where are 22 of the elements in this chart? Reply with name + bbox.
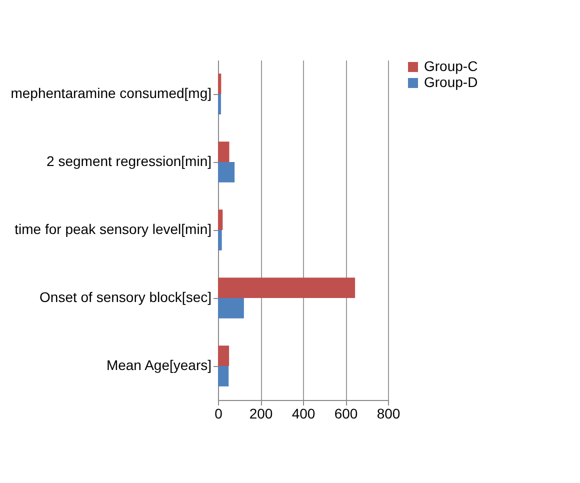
- y-tick-label: 2 segment regression[min]: [46, 153, 212, 169]
- legend-label: Group-D: [424, 74, 478, 90]
- bar: [218, 230, 222, 250]
- bar: [218, 74, 222, 94]
- y-tick-label: mephentaramine consumed[mg]: [10, 85, 212, 101]
- y-tick-label: Mean Age[years]: [106, 357, 212, 373]
- bar: [218, 210, 223, 230]
- bar: [218, 278, 356, 298]
- bar: [218, 162, 235, 182]
- x-tick-label: 400: [292, 406, 316, 422]
- y-tick-label: time for peak sensory level[min]: [14, 221, 212, 237]
- y-tick-label: Onset of sensory block[sec]: [40, 289, 212, 305]
- x-tick-label: 0: [214, 406, 223, 422]
- legend-label: Group-C: [424, 58, 478, 74]
- x-tick-label: 800: [376, 406, 400, 422]
- x-tick-label: 600: [334, 406, 358, 422]
- bar: [218, 142, 230, 162]
- bar: [218, 346, 230, 366]
- bar: [218, 366, 229, 386]
- bar: [218, 94, 221, 114]
- bar: [218, 298, 244, 318]
- x-tick-label: 200: [249, 406, 273, 422]
